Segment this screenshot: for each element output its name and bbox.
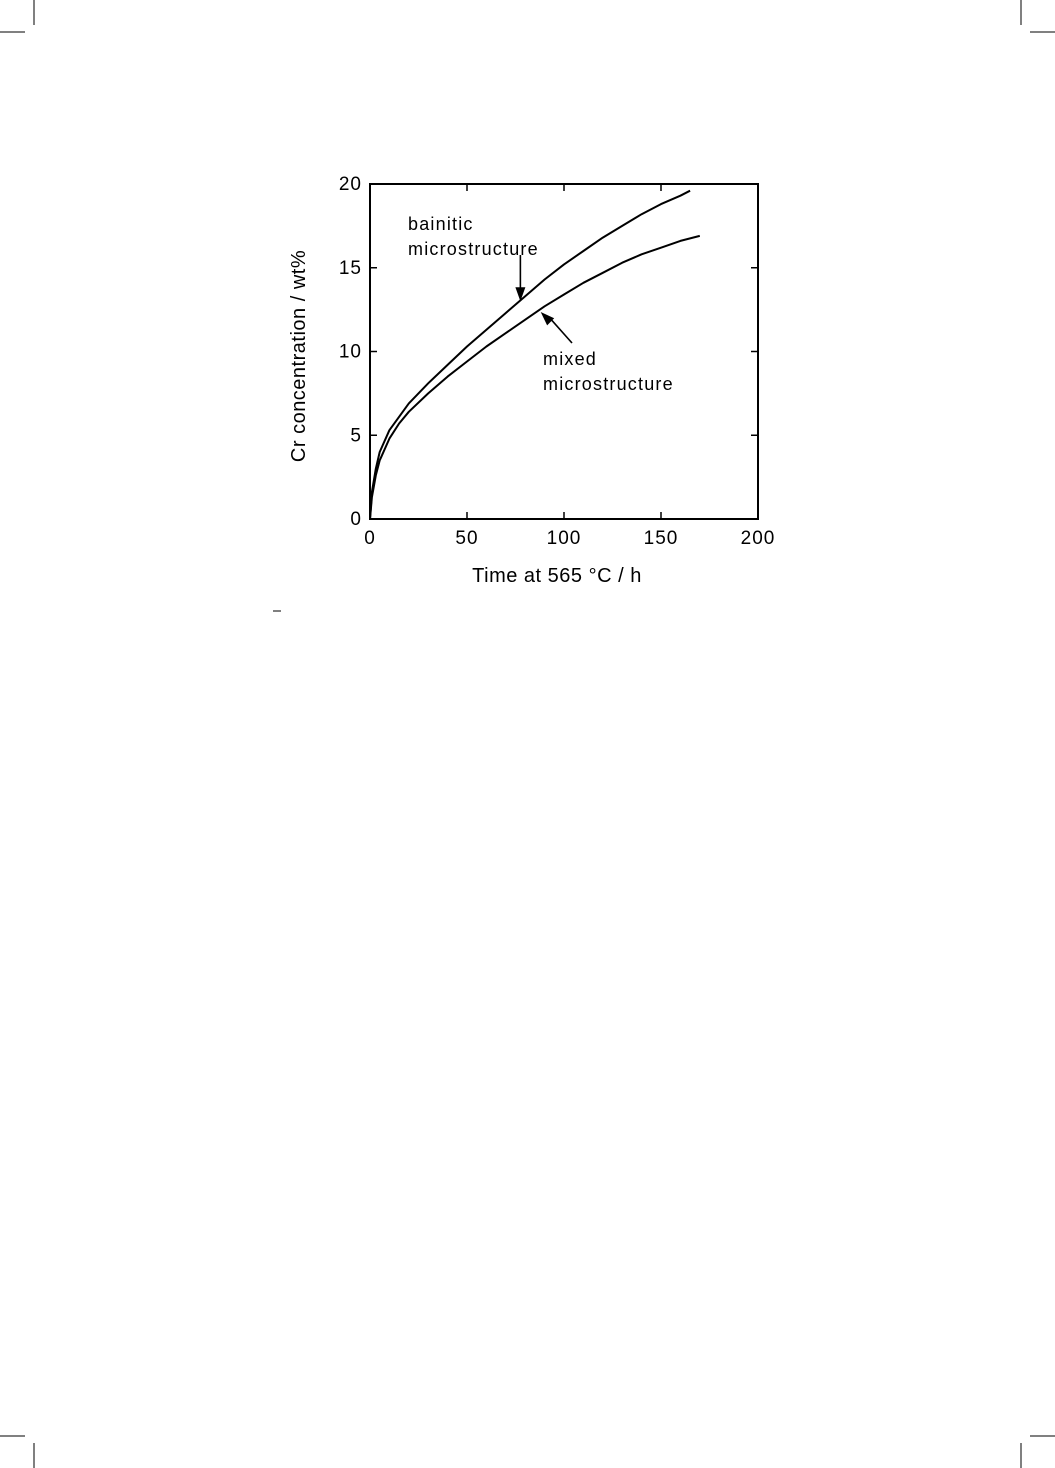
x-tick-label: 200	[741, 528, 776, 549]
x-tick-label: 100	[547, 528, 582, 549]
y-tick-label: 10	[339, 342, 362, 363]
y-tick-label: 15	[339, 258, 362, 279]
series-layer	[369, 189, 701, 520]
y-tick-label: 5	[350, 425, 362, 446]
annotation-line: mixed	[543, 349, 597, 369]
y-axis-title: Cr concentration / wt%	[288, 250, 310, 462]
annotation-label-bainitic: bainitic microstructure	[408, 214, 539, 259]
x-tick-label: 150	[644, 528, 679, 549]
annotation-line: microstructure	[543, 374, 674, 394]
y-tick-label: 20	[339, 174, 362, 195]
x-tick-label: 0	[364, 528, 376, 549]
arrowhead-bainitic	[515, 287, 526, 302]
arrow-mixed	[549, 317, 573, 344]
series-line-1	[369, 234, 701, 520]
annotation-line: microstructure	[408, 239, 539, 259]
x-tick-label: 50	[455, 528, 478, 549]
series-line-0	[369, 189, 691, 520]
annotation-line: bainitic	[408, 214, 474, 234]
annotations: bainitic microstructure mixed microstructur…	[408, 214, 674, 394]
y-axis: 0 5 10 15 20	[339, 174, 758, 530]
y-tick-label: 0	[350, 509, 362, 530]
x-axis-title: Time at 565 °C / h	[472, 565, 642, 587]
annotation-label-mixed: mixed microstructure	[543, 349, 674, 394]
arrowhead-mixed	[540, 311, 555, 326]
